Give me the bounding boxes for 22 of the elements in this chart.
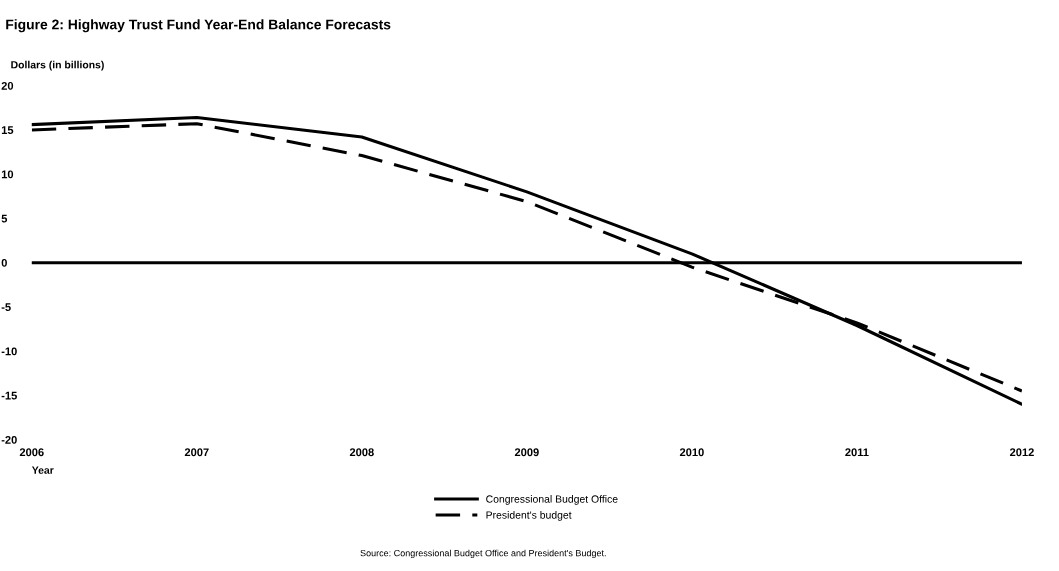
y-tick-label: 10 (1, 170, 14, 179)
legend-label: Congressional Budget Office (486, 495, 618, 505)
source-note: Source: Congressional Budget Office and President's Budget. (360, 549, 606, 559)
x-tick-label: 2006 (19, 448, 44, 457)
y-tick-label: -10 (1, 347, 17, 356)
y-tick-label: 0 (1, 258, 7, 267)
y-tick-label: 15 (1, 126, 14, 135)
x-axis-title: Year (31, 466, 54, 474)
y-tick-label: -20 (1, 435, 17, 444)
x-tick-label: 2011 (845, 448, 869, 457)
y-axis-title: Dollars (in billions) (11, 60, 104, 71)
y-tick-label: -15 (1, 391, 17, 400)
y-tick-label: 5 (1, 214, 8, 223)
x-tick-label: 2012 (1009, 448, 1034, 457)
x-tick-label: 2007 (184, 448, 209, 457)
chart-title: Figure 2: Highway Trust Fund Year-End Balance Forecasts (6, 19, 391, 33)
y-tick-label: -5 (1, 303, 11, 312)
x-tick-label: 2009 (514, 448, 539, 457)
x-tick-label: 2010 (679, 448, 704, 457)
y-tick-label: 20 (1, 81, 14, 90)
legend-label: President's budget (486, 511, 572, 521)
x-tick-label: 2008 (349, 448, 374, 457)
